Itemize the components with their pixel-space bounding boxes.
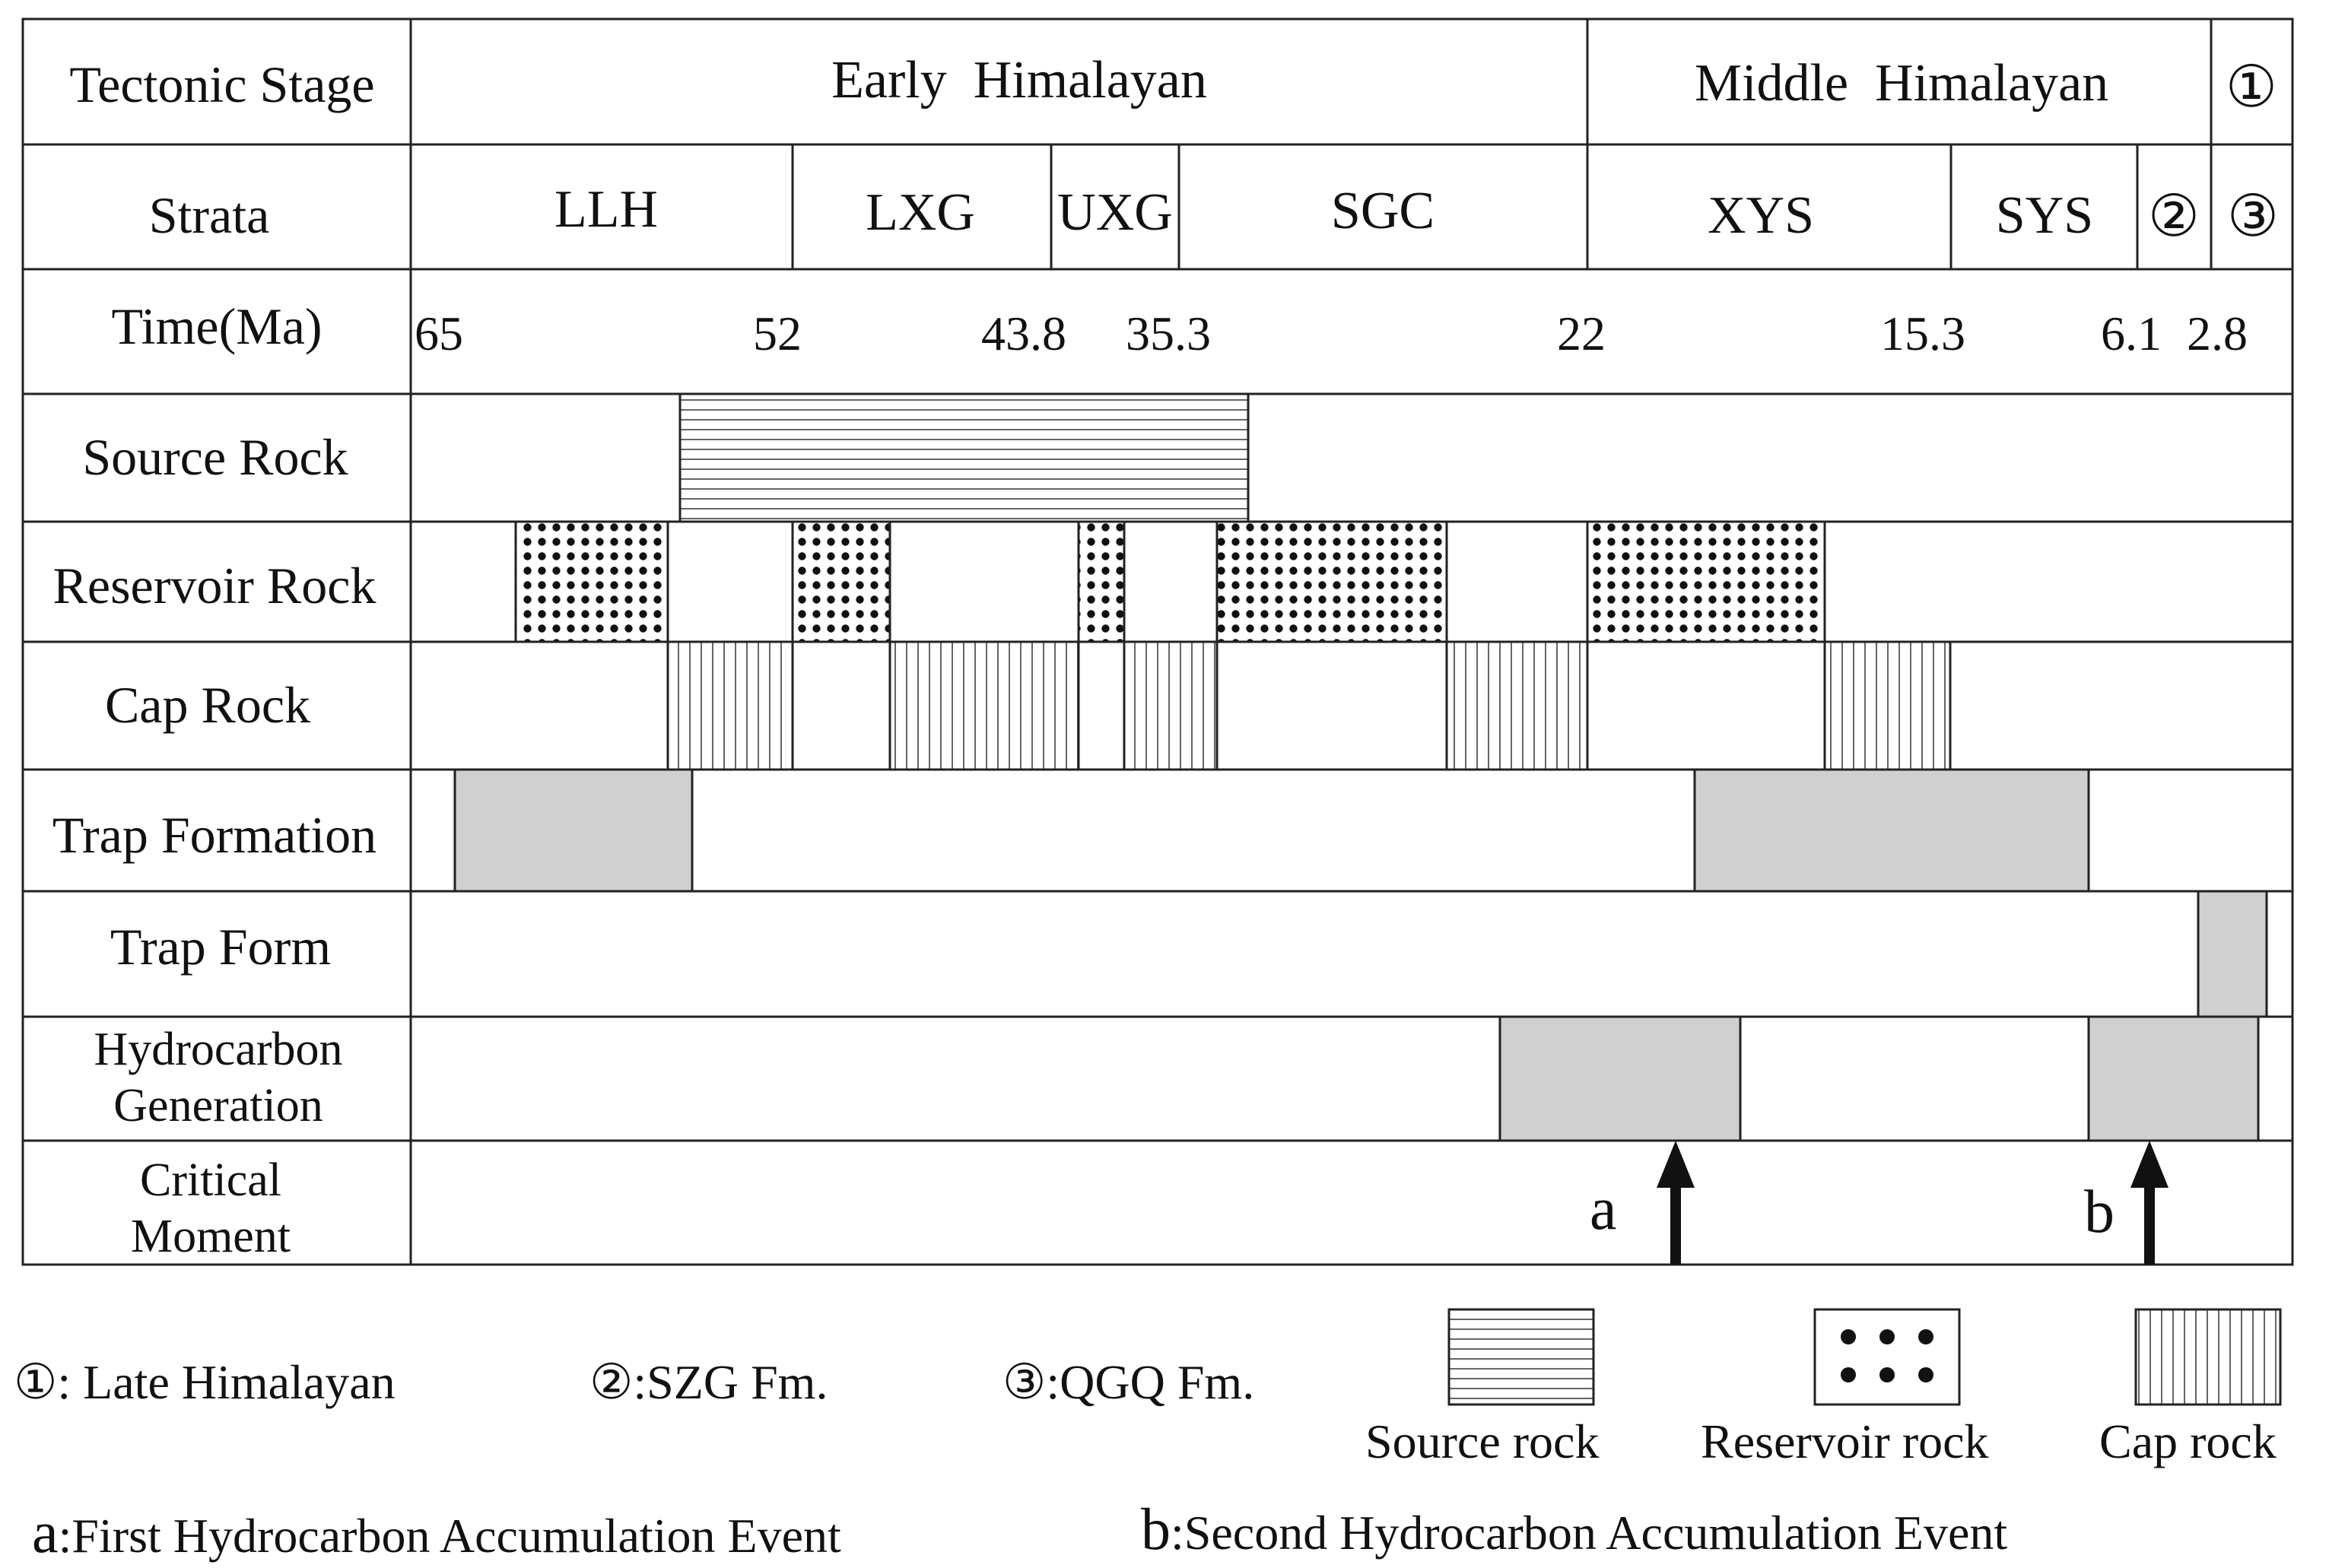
cap-rock-cell bbox=[1445, 640, 1589, 771]
note-text: : Late Himalayan bbox=[57, 1355, 396, 1409]
note-text: :QGQ Fm. bbox=[1046, 1355, 1255, 1409]
generation-cell bbox=[2087, 1015, 2260, 1142]
time-tick: 6.1 bbox=[2101, 306, 2162, 360]
legend-label-source-rock: Source rock bbox=[1365, 1414, 1600, 1468]
time-tick: 43.8 bbox=[981, 306, 1066, 360]
reservoir-rock-band bbox=[514, 520, 1826, 643]
strata-llh: LLH bbox=[554, 180, 658, 239]
cap-rock-band bbox=[666, 640, 1952, 771]
trap-formation-band bbox=[453, 768, 2090, 893]
row-label-strata: Strata bbox=[149, 186, 270, 244]
strata-qgq-symbol: ③ bbox=[2227, 185, 2279, 249]
note-text: :SZG Fm. bbox=[633, 1355, 828, 1409]
time-tick: 65 bbox=[415, 306, 463, 360]
strata-xys: XYS bbox=[1708, 186, 1814, 245]
strata-sys: SYS bbox=[1996, 186, 2093, 245]
time-tick: 2.8 bbox=[2187, 306, 2248, 360]
source-rock-band bbox=[678, 392, 1250, 523]
source-rock-swatch bbox=[1447, 1308, 1595, 1406]
row-label-trap-form: Trap Form bbox=[110, 918, 331, 976]
legend-note-late-himalayan: ①: Late Himalayan bbox=[14, 1358, 396, 1407]
row-label-source-rock: Source Rock bbox=[82, 428, 348, 486]
legend-note-qgq: ③:QGQ Fm. bbox=[1002, 1358, 1254, 1407]
time-tick: 52 bbox=[753, 306, 802, 360]
row-label-generation: Generation bbox=[113, 1080, 323, 1132]
event-a-label: a bbox=[1590, 1176, 1617, 1243]
legend-note-szg: ②:SZG Fm. bbox=[589, 1358, 828, 1407]
strata-uxg: UXG bbox=[1057, 183, 1173, 242]
row-label-critical: Critical bbox=[140, 1154, 281, 1206]
time-tick: 15.3 bbox=[1880, 306, 1965, 360]
reservoir-rock-cell bbox=[514, 520, 669, 643]
row-label-tectonic-stage: Tectonic Stage bbox=[69, 56, 374, 113]
source-rock-cell bbox=[680, 394, 1248, 522]
cap-rock-cell bbox=[1123, 640, 1219, 771]
critical-moment-row: a b bbox=[1590, 1141, 2169, 1265]
time-row: 65 52 43.8 35.3 22 15.3 6.1 2.8 bbox=[415, 306, 2248, 360]
legend-event-a: a:First Hydrocarbon Accumulation Event bbox=[32, 1503, 841, 1562]
note-symbol: ① bbox=[14, 1355, 58, 1409]
note-symbol: ③ bbox=[1002, 1355, 1047, 1409]
trap-form-cell bbox=[2197, 890, 2268, 1018]
stage-middle-himalayan: Middle Himalayan bbox=[1695, 54, 2108, 113]
legend-label-cap-rock: Cap rock bbox=[2099, 1414, 2277, 1468]
time-tick: 22 bbox=[1557, 306, 1606, 360]
event-text: :First Hydrocarbon Accumulation Event bbox=[58, 1509, 841, 1563]
legend-event-b: b:Second Hydrocarbon Accumulation Event bbox=[1141, 1500, 2007, 1559]
time-tick: 35.3 bbox=[1126, 306, 1211, 360]
note-symbol: ② bbox=[589, 1355, 634, 1409]
reservoir-rock-cell bbox=[1215, 520, 1448, 643]
row-label-time: Time(Ma) bbox=[111, 297, 322, 355]
row-label-moment: Moment bbox=[131, 1211, 291, 1262]
cap-rock-cell bbox=[888, 640, 1080, 771]
arrow-up-icon bbox=[1657, 1141, 1695, 1265]
row-label-reservoir-rock: Reservoir Rock bbox=[53, 557, 377, 614]
cap-rock-swatch bbox=[2134, 1308, 2282, 1406]
cap-rock-cell bbox=[666, 640, 794, 771]
row-label-trap-formation: Trap Formation bbox=[52, 806, 377, 864]
legend-swatches bbox=[1447, 1308, 2282, 1406]
event-b-label: b bbox=[2084, 1179, 2115, 1246]
row-label-hydrocarbon: Hydrocarbon bbox=[94, 1024, 342, 1075]
strata-row: LLH LXG UXG SGC XYS SYS ② ③ bbox=[554, 180, 2279, 249]
tectonic-stage-row: Early Himalayan Middle Himalayan ① bbox=[831, 51, 2277, 119]
arrow-up-icon bbox=[2130, 1141, 2169, 1265]
stage-late-himalayan-symbol: ① bbox=[2226, 56, 2277, 119]
trap-formation-cell bbox=[1693, 768, 2090, 893]
trap-formation-cell bbox=[453, 768, 694, 893]
reservoir-rock-cell bbox=[1586, 520, 1826, 643]
stage-early-himalayan: Early Himalayan bbox=[831, 51, 1207, 110]
event-symbol: b bbox=[1141, 1496, 1171, 1562]
strata-lxg: LXG bbox=[866, 183, 975, 242]
legend-label-reservoir-rock: Reservoir rock bbox=[1701, 1414, 1989, 1468]
row-label-cap-rock: Cap Rock bbox=[105, 676, 310, 734]
strata-szg-symbol: ② bbox=[2148, 185, 2200, 249]
cap-rock-cell bbox=[1823, 640, 1952, 771]
reservoir-rock-swatch bbox=[1813, 1308, 1961, 1406]
table-grid bbox=[21, 17, 2294, 1266]
generation-cell bbox=[1498, 1015, 1742, 1142]
event-text: :Second Hydrocarbon Accumulation Event bbox=[1171, 1506, 2008, 1560]
row-labels: Tectonic Stage Strata Time(Ma) Source Ro… bbox=[52, 56, 377, 1262]
strata-sgc: SGC bbox=[1331, 182, 1435, 240]
reservoir-rock-cell bbox=[791, 520, 891, 643]
event-symbol: a bbox=[32, 1499, 59, 1565]
reservoir-rock-cell bbox=[1077, 520, 1126, 643]
trap-form-band bbox=[2197, 890, 2268, 1018]
hydrocarbon-generation-band bbox=[1498, 1015, 2260, 1142]
